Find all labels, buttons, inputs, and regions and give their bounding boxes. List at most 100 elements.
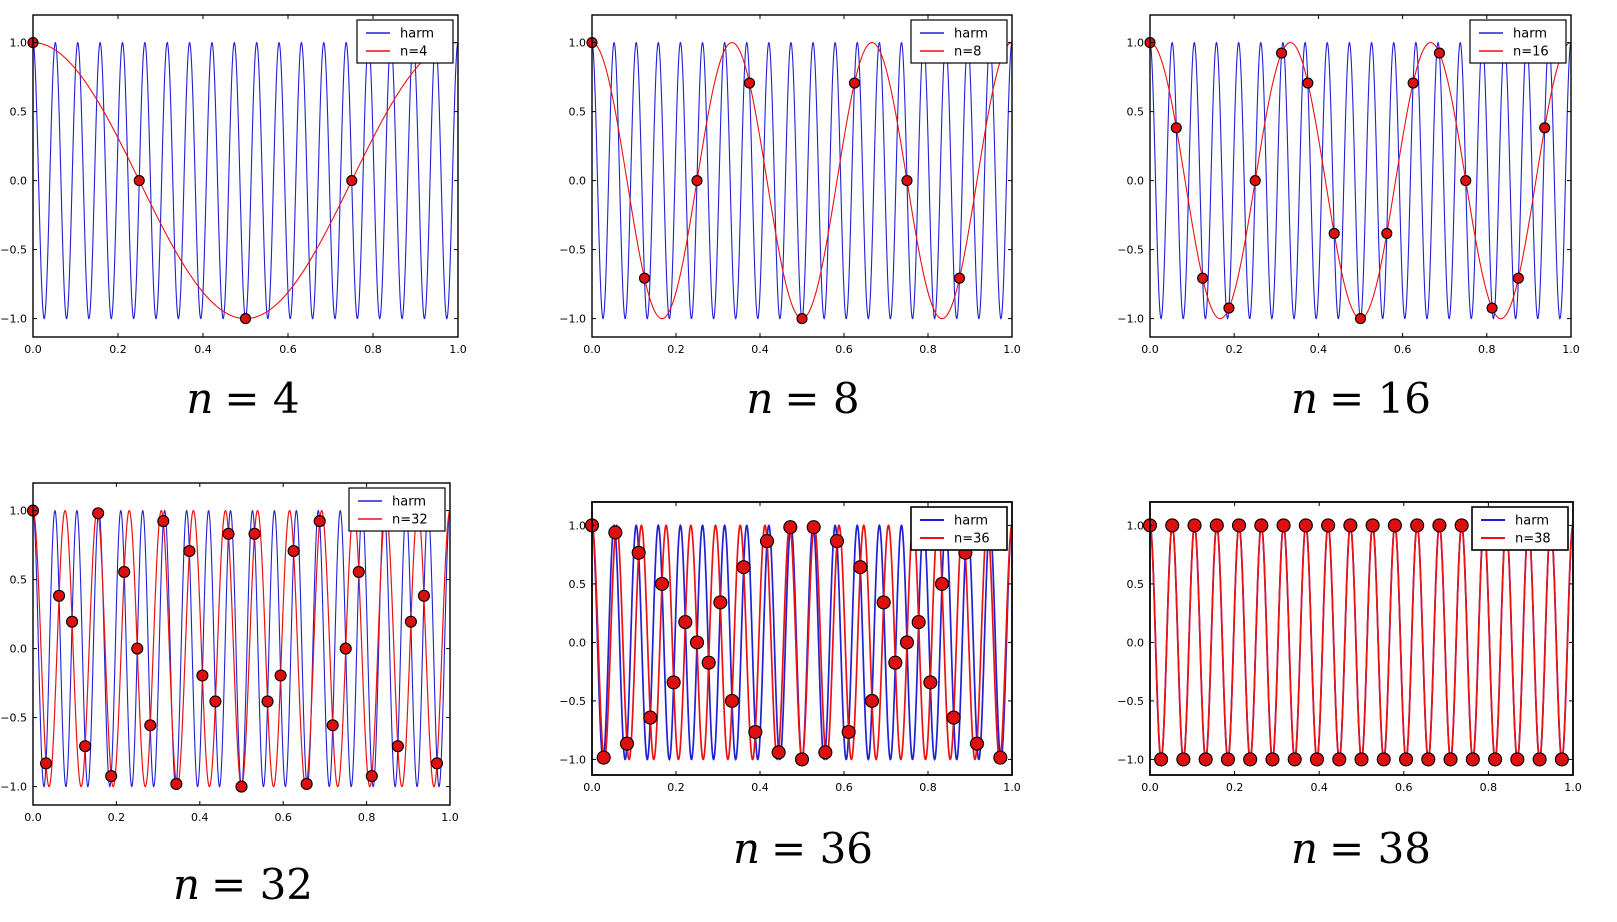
y-tick-label: −1.0 (560, 313, 586, 326)
sample-point (794, 752, 810, 767)
sample-point (1443, 752, 1458, 767)
sample-point (1488, 752, 1503, 767)
caption-variable: n (186, 374, 214, 423)
curve-harm (591, 41, 1013, 320)
caption-variable: n (1290, 374, 1319, 423)
subplot-n8: 0.0 0.2 0.4 0.6 0.8 1.0 −1.0 −0.5 0.0 0.5 1.0 harm n… (560, 0, 1035, 423)
sample-point (239, 313, 252, 325)
sample-point (901, 175, 913, 187)
caption-value: = 32 (211, 860, 314, 909)
sample-point (1354, 752, 1369, 767)
sample-point (339, 642, 352, 655)
sample-point (1254, 518, 1269, 533)
tick-labels: 0.0 0.2 0.4 0.6 0.8 1.0 −1.0 −0.5 0.0 0.5 1.0 (0, 505, 458, 824)
sample-markers (26, 504, 444, 793)
legend-label: n=38 (1515, 532, 1551, 547)
sample-point (724, 693, 740, 708)
sample-point (1381, 227, 1393, 239)
legend-label: harm (392, 495, 426, 510)
sample-point (666, 675, 681, 690)
caption-variable: n (732, 824, 761, 873)
sample-point (417, 589, 430, 602)
y-tick-label: −0.5 (1118, 695, 1144, 708)
subplot-n4: 0.0 0.2 0.4 0.6 0.8 1.0 −1.0 −0.5 0.0 0.5 1.0 harm n… (0, 0, 480, 423)
sample-point (654, 576, 670, 591)
y-tick-label: 0.0 (569, 636, 587, 649)
legend: harm n=8 (910, 19, 1008, 64)
sample-point (1198, 752, 1213, 767)
axis-ticks (1149, 502, 1574, 775)
legend-box (1471, 506, 1569, 551)
curve-harm (1149, 41, 1572, 320)
sample-point (713, 595, 728, 610)
sample-point (689, 635, 705, 650)
series-curves (591, 41, 1013, 320)
y-tick-label: −0.5 (0, 244, 27, 257)
y-tick-label: −1.0 (560, 753, 586, 766)
legend-label: n=16 (1513, 45, 1549, 60)
sample-point (1512, 272, 1524, 284)
sample-point (92, 507, 105, 520)
sample-point (39, 757, 53, 770)
x-tick-label: 0.4 (751, 781, 769, 794)
y-tick-label: 0.0 (10, 175, 28, 188)
series-curves (1149, 41, 1572, 320)
axis-ticks (32, 483, 451, 805)
sample-markers (586, 37, 966, 325)
caption-n16: n = 16 (1151, 374, 1571, 423)
sample-point (993, 750, 1008, 765)
axis-ticks (591, 502, 1013, 775)
y-tick-label: 1.0 (1127, 519, 1145, 532)
sample-point (923, 675, 938, 690)
y-tick-label: −0.5 (0, 712, 27, 725)
sample-point (1231, 518, 1247, 533)
sample-point (1365, 518, 1380, 533)
sample-point (1343, 518, 1358, 533)
tick-labels: 0.0 0.2 0.4 0.6 0.8 1.0 −1.0 −0.5 0.0 0.5 1.0 (560, 519, 1021, 794)
sample-point (678, 615, 693, 630)
curve-harm (32, 41, 459, 320)
sample-point (818, 745, 833, 760)
y-tick-label: 1.0 (569, 519, 587, 532)
tick-labels: 0.0 0.2 0.4 0.6 0.8 1.0 −1.0 −0.5 0.0 0.5 1.0 (0, 37, 466, 356)
x-tick-label: 0.6 (1394, 343, 1412, 356)
sample-point (953, 272, 966, 284)
sample-point (864, 693, 880, 708)
plot-n8: 0.0 0.2 0.4 0.6 0.8 1.0 −1.0 −0.5 0.0 0.5 1.0 harm n… (560, 14, 1021, 356)
sample-point (876, 595, 891, 610)
axis-ticks (32, 15, 459, 337)
sample-point (1220, 752, 1235, 767)
x-tick-label: 0.0 (583, 781, 601, 794)
sample-point (222, 527, 235, 540)
sample-point (1454, 518, 1469, 533)
x-tick-label: 0.4 (1310, 343, 1328, 356)
sample-point (313, 515, 326, 528)
sample-point (118, 565, 131, 578)
sample-point (1309, 752, 1325, 767)
x-tick-label: 0.0 (24, 811, 42, 824)
sample-point (701, 655, 716, 670)
axes-frame (591, 501, 1013, 776)
sample-point (235, 780, 248, 793)
subplot-n16: 0.0 0.2 0.4 0.6 0.8 1.0 −1.0 −0.5 0.0 0.5 1.0 harm n… (1118, 0, 1596, 423)
sample-markers (1144, 37, 1551, 325)
sample-point (1187, 518, 1202, 533)
x-tick-label: 0.2 (108, 811, 126, 824)
sample-point (105, 770, 118, 783)
y-tick-label: 0.5 (569, 106, 587, 119)
tick-labels: 0.0 0.2 0.4 0.6 0.8 1.0 −1.0 −0.5 0.0 0.5 1.0 (1118, 519, 1582, 794)
y-tick-label: 0.0 (10, 643, 28, 656)
sample-point (170, 777, 183, 791)
sample-point (806, 520, 821, 535)
sample-point (1354, 313, 1367, 325)
sample-point (157, 515, 170, 528)
sample-point (829, 534, 845, 549)
sample-point (1243, 752, 1258, 767)
x-tick-label: 1.0 (1562, 343, 1580, 356)
sample-point (1276, 518, 1291, 533)
x-tick-label: 0.0 (583, 343, 601, 356)
sample-point (796, 313, 808, 325)
sample-point (1398, 752, 1414, 767)
sample-point (853, 560, 868, 575)
legend: harm n=4 (356, 19, 454, 64)
